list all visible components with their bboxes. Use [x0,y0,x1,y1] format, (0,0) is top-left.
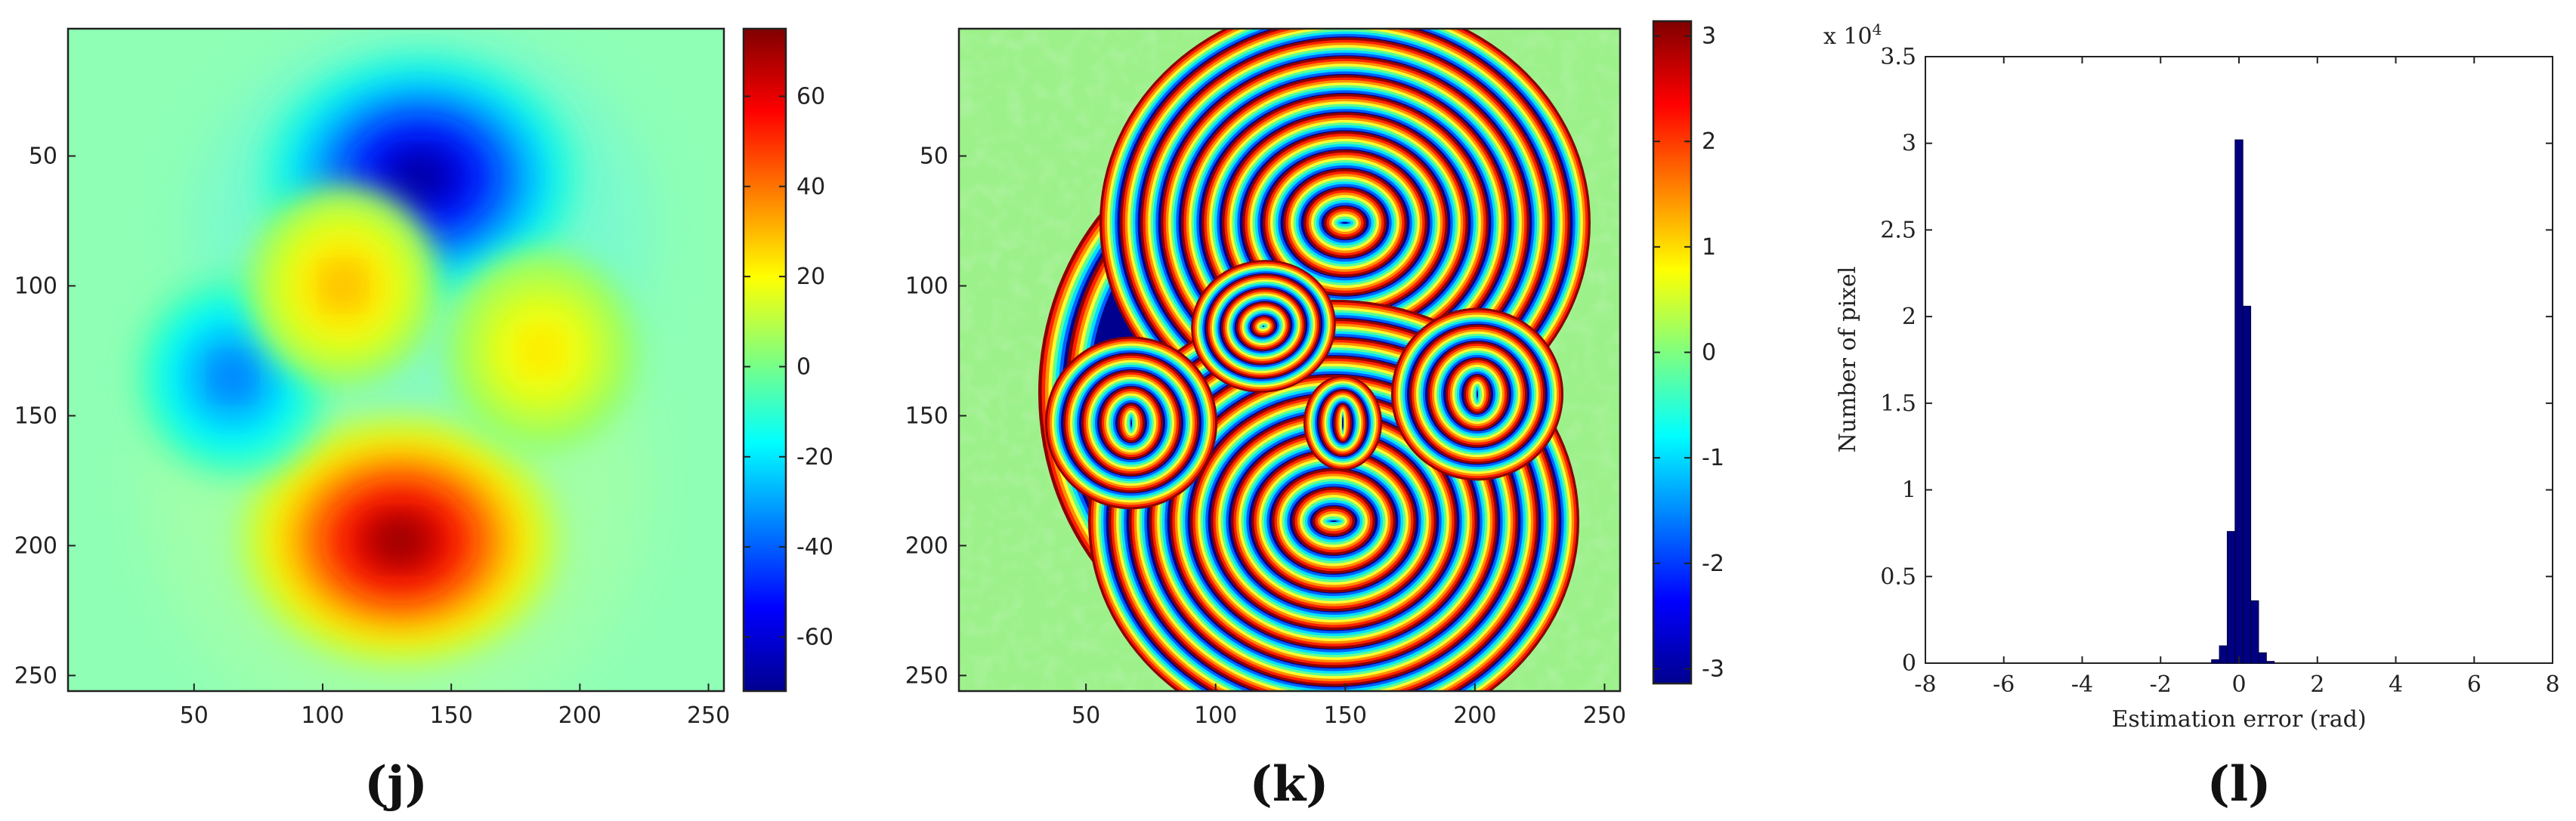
panel-j-blob-layer [329,271,357,301]
panel-l-y-tick-label: 3.5 [1880,44,1916,70]
panel-l-histogram-bar [2242,305,2252,664]
panel-l-label: (l) [2207,756,2271,813]
panel-l-x-tick-label: 8 [2545,671,2559,698]
panel-k-fringe-band [1330,520,1337,522]
panel-l-x-tick-label: -4 [2071,671,2093,698]
panel-k-frame [957,27,1622,693]
panel-k-fringe-band [1341,222,1349,224]
panel-k-x-tick-label: 50 [1072,702,1100,729]
panel-j-colorbar-tick-label: 0 [796,353,811,380]
panel-k-fringe-band [1477,390,1478,398]
panel-l-x-tick-label: -6 [1993,671,2015,698]
panel-j-colorbar-tick-label: -20 [796,444,833,471]
panel-k-y-tick-label: 150 [905,403,948,429]
panel-k-fringe-band [1263,326,1264,327]
panel-k-heatmap [959,29,1620,691]
panel-l-y-tick-label: 0 [1902,650,1916,677]
panel-j-colorbar-tick-label: 60 [796,83,825,110]
panel-l-histogram-bar [2258,652,2267,664]
panel-j-x-tick-label: 150 [430,702,473,729]
panel-l-x-tick-label: 6 [2467,671,2482,698]
panel-l-x-axis-label: Estimation error (rad) [2111,706,2366,733]
panel-l-y-tick-label: 1.5 [1880,390,1916,417]
panel-j-blob [447,252,636,450]
panel-l-histogram-bar [2226,531,2236,664]
panel-k-colorbar-tick-label: -3 [1702,656,1724,682]
panel-k-x-tick-label: 250 [1583,702,1626,729]
panel-k-fringe-system [1191,260,1336,393]
panel-l-y-tick-label: 1 [1902,477,1916,504]
panel-l-x-tick-label: -8 [1914,671,1936,698]
panel-j-colorbar [742,27,787,693]
panel-l-y-tick-label: 3 [1902,131,1916,157]
panel-j-x-tick-label: 200 [558,702,601,729]
panel-l-x-tick-label: 4 [2389,671,2403,698]
panel-k-fringe-system [1045,336,1217,510]
panel-j-blob-layer [377,523,423,558]
panel-j-colorbar-tick-label: 20 [796,264,825,290]
panel-j-x-tick-label: 250 [687,702,730,729]
panel-k-fringe-system [1391,307,1563,481]
panel-k-x-tick-label: 150 [1324,702,1367,729]
panel-l-y-axis-label: Number of pixel [1835,267,1861,453]
panel-k-colorbar-tick-label: 0 [1702,340,1716,366]
panel-j-y-tick-label: 50 [29,144,57,170]
panel-l-histogram-bar [2234,139,2244,664]
panel-k-colorbar-tick-label: 2 [1702,128,1716,155]
panel-j-colorbar-tick-label: 40 [796,174,825,200]
panel-j-y-tick-label: 200 [14,532,57,559]
panel-k-fringe-band [1342,416,1344,430]
panel-j-colorbar-tick-label: -40 [796,534,833,560]
panel-l-histogram-bar [2219,645,2228,664]
panel-k-y-tick-label: 250 [905,662,948,689]
panel-l-histogram-bar [2250,600,2259,664]
panel-j-y-tick-label: 100 [14,273,57,299]
panel-j-blob-layer [397,159,444,195]
panel-j-x-tick-label: 50 [180,702,209,729]
panel-k-x-tick-label: 100 [1194,702,1237,729]
panel-j-heatmap [68,29,724,691]
panel-k-colorbar-tick-label: 1 [1702,234,1716,261]
panel-j-colorbar-tick-label: -60 [796,624,833,650]
panel-k-y-tick-label: 100 [905,273,948,299]
panel-k-fringe-system [1303,375,1382,471]
panel-l: -8 -6 -4 -2 0 2 4 6 8 0 0.5 1 1.5 2 2.5 3 3.5 x 104 Est… [1823,20,2560,813]
panel-j-frame [66,27,725,693]
panel-j-y-tick-label: 250 [14,662,57,689]
panel-l-y-tick-label: 2 [1902,304,1916,330]
panel-j-blob-layer [218,363,246,391]
panel-k-fringe-band [1130,419,1132,427]
panel-j-label: (j) [364,756,428,813]
panel-j-blob [241,416,559,665]
panel-k-colorbar-tick-label: -1 [1702,445,1724,471]
panel-l-y-tick-label: 0.5 [1880,563,1916,590]
panel-l-histogram-bar [2265,661,2275,664]
panel-l-histogram-bar [2211,659,2220,664]
panel-k-colorbar-tick-label: -2 [1702,551,1724,577]
panel-j-blob [249,187,438,385]
panel-j-x-tick-label: 100 [301,702,344,729]
panel-k-label: (k) [1250,756,1329,813]
panel-k-y-tick-label: 50 [920,144,948,170]
panel-k-y-tick-label: 200 [905,532,948,559]
panel-j-blob-layer [527,336,555,366]
panel-k-x-tick-label: 200 [1453,702,1496,729]
panel-l-x-tick-label: 0 [2231,671,2246,698]
panel-l-x-tick-label: -2 [2150,671,2172,698]
panel-l-x-tick-label: 2 [2310,671,2324,698]
panel-k-colorbar-tick-label: 3 [1702,23,1716,50]
panel-j-y-tick-label: 150 [14,403,57,429]
panel-l-y-exponent: x 104 [1823,20,1882,50]
panel-l-y-tick-label: 2.5 [1880,217,1916,243]
panel-k: 50 100 150 200 250 50 100 150 200 250 3 2 1 0 -1 -2 -3… [905,20,1724,813]
